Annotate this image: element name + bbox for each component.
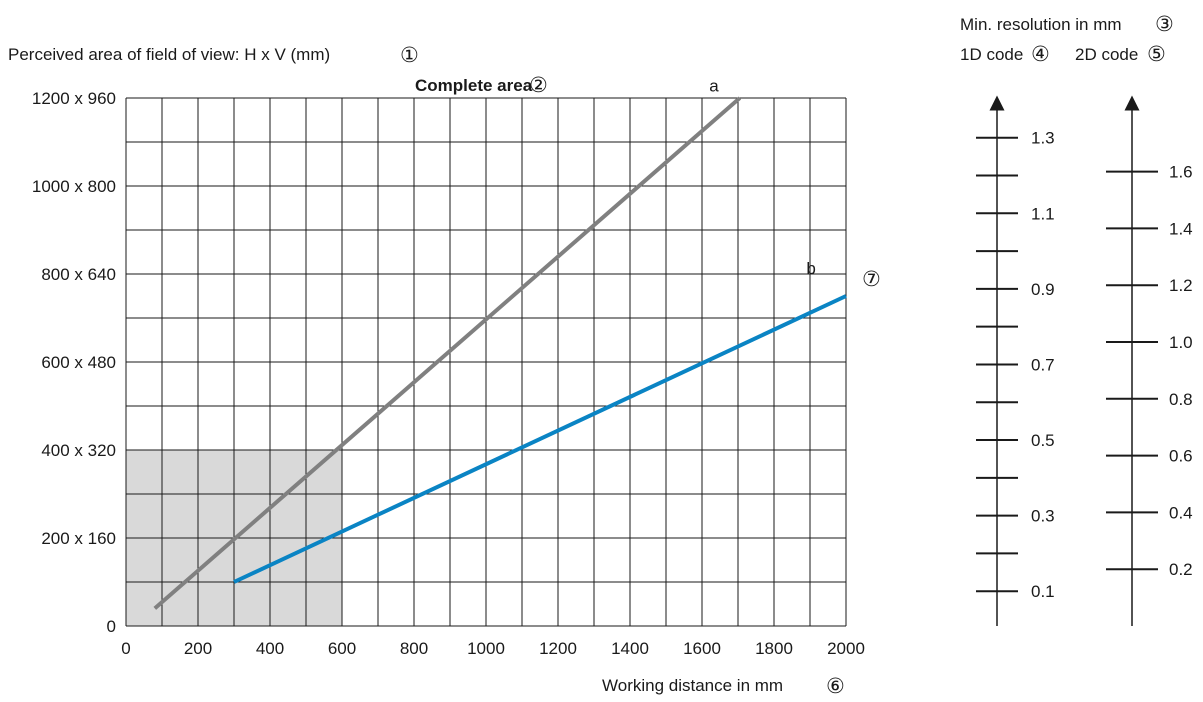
scale-2d-tick-label: 1.4 bbox=[1169, 219, 1193, 238]
scale-2d-tick-label: 1.2 bbox=[1169, 276, 1193, 295]
scale-1d-tick-label: 0.5 bbox=[1031, 431, 1055, 450]
x-tick-label: 1400 bbox=[611, 639, 649, 658]
scale-1d-tick-label: 0.3 bbox=[1031, 507, 1055, 526]
x-tick-label: 2000 bbox=[827, 639, 865, 658]
x-tick-label: 0 bbox=[121, 639, 130, 658]
scale-2d-tick-label: 0.6 bbox=[1169, 447, 1193, 466]
scale-1d-tick-label: 0.9 bbox=[1031, 280, 1055, 299]
x-tick-label: 1600 bbox=[683, 639, 721, 658]
series-label-b: b bbox=[806, 259, 815, 278]
scale-2d-tick-label: 0.2 bbox=[1169, 560, 1193, 579]
y-tick-label: 1000 x 800 bbox=[32, 177, 116, 196]
series-line-a bbox=[153, 96, 742, 610]
scale-1d-marker: ④ bbox=[1031, 42, 1050, 66]
plot-title: Complete area bbox=[415, 76, 533, 95]
line-marker: ⑦ bbox=[862, 267, 881, 291]
resolution-title: Min. resolution in mm bbox=[960, 15, 1122, 34]
scale-2d-tick-label: 0.8 bbox=[1169, 390, 1193, 409]
scale-2d-tick-label: 0.4 bbox=[1169, 503, 1193, 522]
scale-2d-marker: ⑤ bbox=[1147, 42, 1166, 66]
resolution-scales: 1.3 1.1 0.9 0.7 0.5 0.3 0.1 1.6 1.4 1.2 1.0 0.8 0.6 0… bbox=[976, 95, 1193, 626]
y-tick-label: 1200 x 960 bbox=[32, 89, 116, 108]
y-tick-label: 600 x 480 bbox=[41, 353, 116, 372]
scale-1d-tick-label: 1.1 bbox=[1031, 204, 1055, 223]
series-line-b bbox=[233, 294, 847, 584]
plot-area: 0 200 400 600 800 1000 1200 1400 1600 1800 2000 0 20… bbox=[32, 76, 865, 658]
x-tick-label: 1800 bbox=[755, 639, 793, 658]
x-tick-label: 1000 bbox=[467, 639, 505, 658]
x-tick-label: 600 bbox=[328, 639, 356, 658]
x-tick-label: 200 bbox=[184, 639, 212, 658]
y-axis-title: Perceived area of field of view: H x V (… bbox=[8, 45, 330, 64]
x-tick-label: 800 bbox=[400, 639, 428, 658]
x-axis-title-marker: ⑥ bbox=[826, 674, 845, 698]
x-tick-label: 400 bbox=[256, 639, 284, 658]
y-tick-label: 200 x 160 bbox=[41, 529, 116, 548]
scale-2d-tick-label: 1.6 bbox=[1169, 163, 1193, 182]
plot-title-marker: ② bbox=[529, 73, 548, 97]
scale-2d-name: 2D code bbox=[1075, 45, 1138, 64]
scale-2d-tick-label: 1.0 bbox=[1169, 333, 1193, 352]
scale-1d-tick-label: 0.1 bbox=[1031, 582, 1055, 601]
scale-1d-tick-label: 1.3 bbox=[1031, 129, 1055, 148]
y-tick-label: 800 x 640 bbox=[41, 265, 116, 284]
x-axis-title: Working distance in mm bbox=[602, 676, 783, 695]
x-tick-label: 1200 bbox=[539, 639, 577, 658]
y-axis-title-marker: ① bbox=[400, 43, 419, 67]
series-label-a: a bbox=[709, 76, 719, 95]
y-tick-label: 400 x 320 bbox=[41, 441, 116, 460]
scale-1d-tick-label: 0.7 bbox=[1031, 355, 1055, 374]
scale-1d-name: 1D code bbox=[960, 45, 1023, 64]
resolution-title-marker: ③ bbox=[1155, 12, 1174, 36]
y-tick-label: 0 bbox=[107, 617, 116, 636]
